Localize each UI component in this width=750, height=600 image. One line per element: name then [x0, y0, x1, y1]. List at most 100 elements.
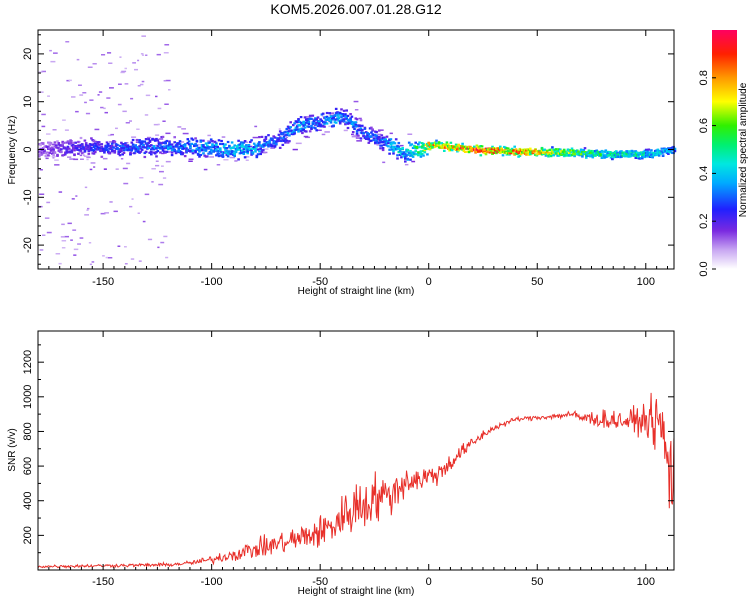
heatmap-cell: [379, 147, 382, 150]
snr-line-layer: [37, 392, 675, 569]
heatmap-cell: [299, 121, 303, 124]
heatmap-cell: [388, 152, 391, 155]
heatmap-cell: [84, 101, 87, 104]
heatmap-cell: [88, 242, 92, 244]
heatmap-cell: [333, 114, 337, 117]
heatmap-cell: [105, 141, 109, 144]
heatmap-cell: [120, 141, 123, 144]
heatmap-cell: [156, 53, 161, 56]
heatmap-cell: [106, 97, 111, 99]
snr-frame: [37, 330, 675, 571]
heatmap-cell: [637, 157, 640, 160]
heatmap-cell: [173, 150, 176, 153]
heatmap-cell: [52, 157, 55, 159]
heatmap-cell: [183, 155, 187, 158]
heatmap-cell: [489, 149, 493, 152]
heatmap-cell: [643, 154, 647, 157]
spectrogram-heatmap: [38, 35, 677, 266]
heatmap-cell: [237, 139, 240, 142]
heatmap-cell: [539, 152, 542, 155]
heatmap-cell: [144, 138, 148, 141]
heatmap-cell: [282, 131, 286, 134]
heatmap-cell: [129, 205, 133, 208]
heatmap-cell: [130, 97, 134, 100]
heatmap-cell: [607, 151, 610, 154]
heatmap-cell: [156, 146, 160, 149]
heatmap-cell: [656, 151, 660, 154]
heatmap-cell: [83, 147, 87, 150]
heatmap-cell: [153, 139, 157, 142]
heatmap-cell: [62, 141, 66, 144]
heatmap-cell: [474, 149, 477, 152]
heatmap-cell: [385, 135, 389, 138]
heatmap-cell: [337, 119, 341, 122]
heatmap-cell: [39, 249, 44, 251]
heatmap-cell: [311, 121, 315, 124]
heatmap-cell: [177, 126, 182, 128]
heatmap-cell: [362, 135, 365, 138]
heatmap-cell: [252, 142, 256, 145]
heatmap-cell: [209, 138, 213, 141]
heatmap-cell: [492, 151, 496, 154]
heatmap-cell: [226, 155, 230, 158]
heatmap-cell: [314, 127, 317, 130]
heatmap-cell: [355, 118, 359, 121]
heatmap-cell: [585, 156, 588, 159]
heatmap-cell: [168, 89, 171, 91]
x-tick-label: 0: [426, 576, 432, 588]
heatmap-cell: [431, 146, 434, 149]
heatmap-cell: [512, 149, 515, 152]
heatmap-cell: [344, 113, 347, 116]
heatmap-cell: [155, 134, 160, 136]
heatmap-cell: [126, 144, 130, 147]
heatmap-cell: [284, 130, 287, 133]
heatmap-cell: [252, 146, 256, 149]
heatmap-cell: [377, 133, 382, 136]
heatmap-cell: [237, 158, 240, 161]
heatmap-cell: [194, 151, 197, 154]
heatmap-cell: [358, 117, 362, 120]
heatmap-cell: [71, 141, 75, 144]
heatmap-cell: [215, 144, 218, 147]
heatmap-cell: [394, 138, 398, 141]
heatmap-cell: [406, 148, 410, 152]
heatmap-cell: [146, 136, 152, 139]
heatmap-cell: [406, 153, 410, 156]
heatmap-cell: [509, 152, 513, 155]
heatmap-cell: [234, 150, 238, 153]
heatmap-cell: [448, 149, 451, 152]
heatmap-cell: [428, 148, 432, 151]
heatmap-cell: [292, 148, 298, 151]
heatmap-cell: [113, 140, 117, 143]
heatmap-cell: [359, 137, 363, 140]
heatmap-cell: [238, 148, 242, 151]
heatmap-cell: [155, 95, 158, 98]
heatmap-cell: [474, 151, 477, 154]
heatmap-cell: [404, 160, 407, 163]
heatmap-cell: [71, 147, 75, 150]
heatmap-cell: [187, 140, 191, 143]
heatmap-cell: [54, 164, 60, 166]
heatmap-cell: [262, 148, 269, 150]
heatmap-cell: [306, 121, 309, 124]
heatmap-cell: [450, 149, 454, 152]
heatmap-cell: [316, 116, 320, 119]
heatmap-cell: [613, 154, 617, 157]
heatmap-cell: [238, 143, 242, 146]
heatmap-cell: [264, 135, 268, 139]
heatmap-cell: [47, 141, 50, 144]
heatmap-cell: [420, 146, 424, 149]
heatmap-cell: [123, 182, 129, 185]
heatmap-cell: [437, 141, 441, 144]
heatmap-cell: [368, 135, 372, 138]
heatmap-cell: [372, 139, 376, 142]
heatmap-cell: [83, 150, 87, 153]
heatmap-cell: [297, 119, 300, 122]
heatmap-cell: [156, 149, 160, 153]
heatmap-cell: [555, 152, 558, 155]
y-tick-label: 600: [22, 457, 34, 475]
heatmap-cell: [594, 150, 597, 153]
heatmap-cell: [467, 146, 471, 149]
heatmap-cell: [75, 195, 78, 197]
